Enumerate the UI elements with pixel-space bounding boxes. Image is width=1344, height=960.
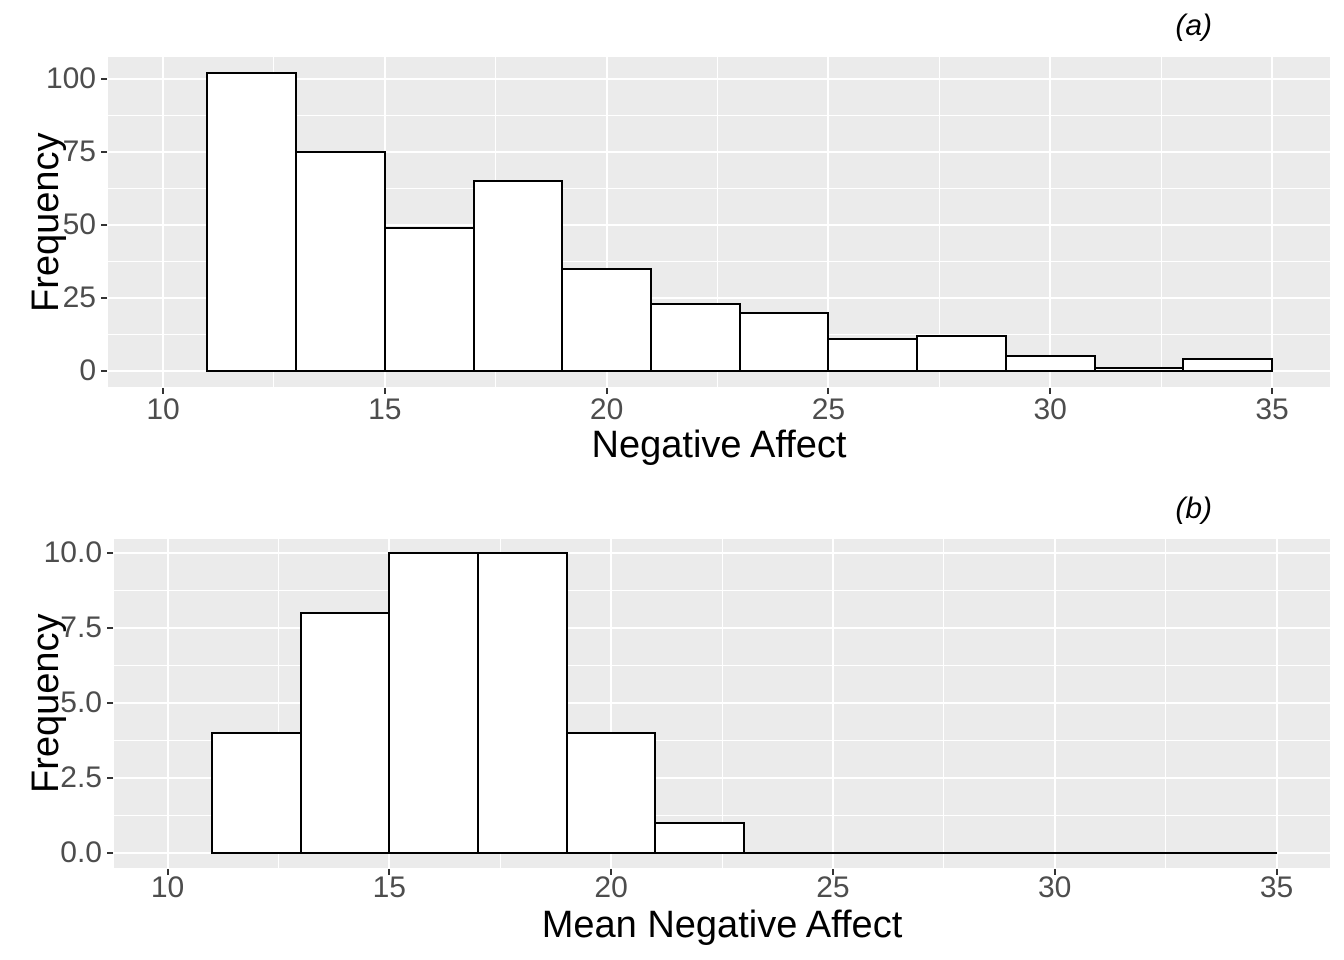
x-tick-label: 30 xyxy=(1033,393,1067,426)
x-tick-mark xyxy=(1271,388,1273,394)
x-tick-mark xyxy=(1053,869,1056,875)
y-tick-mark xyxy=(101,224,107,226)
x-tick-label: 35 xyxy=(1259,871,1294,904)
y-tick-mark xyxy=(107,702,113,704)
x-tick-label: 10 xyxy=(146,393,180,426)
y-axis-title-b: Frequency xyxy=(25,613,67,793)
y-tick-mark xyxy=(107,852,113,854)
x-tick-label: 25 xyxy=(811,393,846,426)
y-tick-mark xyxy=(101,370,107,372)
plot-area-a xyxy=(108,57,1330,387)
x-tick-label: 10 xyxy=(150,871,185,904)
y-axis-title-a: Frequency xyxy=(25,132,67,312)
x-tick-mark xyxy=(388,869,391,875)
x-axis-title-a: Negative Affect xyxy=(591,424,847,466)
x-tick-mark xyxy=(610,869,613,875)
y-tick-mark xyxy=(107,627,113,629)
y-tick-label: 100 xyxy=(45,62,96,95)
x-tick-label: 15 xyxy=(368,393,402,426)
panel-tag-b: (b) xyxy=(1175,492,1212,525)
x-tick-mark xyxy=(162,388,164,394)
x-tick-mark xyxy=(166,869,169,875)
y-tick-mark xyxy=(101,78,107,80)
x-tick-label: 20 xyxy=(594,871,628,904)
x-tick-mark xyxy=(827,388,830,394)
y-tick-mark xyxy=(107,552,113,554)
x-tick-mark xyxy=(605,388,608,394)
x-tick-label: 35 xyxy=(1255,393,1289,426)
y-tick-label: 0 xyxy=(79,354,96,387)
x-tick-mark xyxy=(1049,388,1052,394)
panel-tag-a: (a) xyxy=(1175,9,1212,42)
plot-area-b xyxy=(114,539,1330,868)
y-tick-label: 10.0 xyxy=(43,536,102,569)
y-tick-mark xyxy=(107,777,113,779)
x-axis-title-b: Mean Negative Affect xyxy=(541,904,903,946)
x-tick-label: 30 xyxy=(1038,871,1072,904)
x-tick-mark xyxy=(1275,869,1278,875)
x-tick-mark xyxy=(383,388,386,394)
y-tick-label: 0.0 xyxy=(60,836,102,869)
x-tick-label: 15 xyxy=(372,871,406,904)
y-tick-mark xyxy=(101,297,107,299)
x-tick-label: 20 xyxy=(589,393,624,426)
y-tick-mark xyxy=(101,151,107,153)
x-tick-label: 25 xyxy=(816,871,850,904)
x-tick-mark xyxy=(831,869,834,875)
